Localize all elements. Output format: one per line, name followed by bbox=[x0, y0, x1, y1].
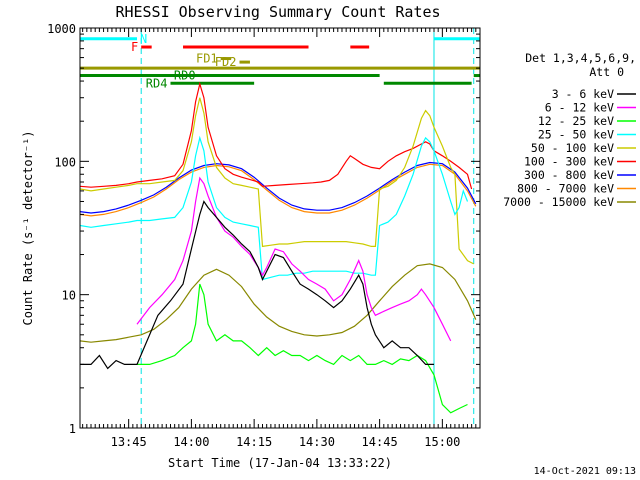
series-50-100keV bbox=[79, 97, 474, 265]
plot-frame bbox=[79, 27, 481, 429]
legend-label: 6 - 12 keV bbox=[545, 101, 614, 115]
legend-label: 3 - 6 keV bbox=[552, 87, 614, 101]
x-tick-label: 15:00 bbox=[424, 435, 460, 449]
x-tick-label: 14:30 bbox=[299, 435, 335, 449]
legend-header-detectors: Det 1,3,4,5,6,9, bbox=[525, 51, 636, 65]
legend-header-attenuator: Att 0 bbox=[589, 65, 624, 79]
legend-label: 7000 - 15000 keV bbox=[503, 195, 614, 209]
legend-label: 50 - 100 keV bbox=[531, 141, 614, 155]
y-tick-label: 1 bbox=[69, 422, 76, 436]
flag-label-rd0: RD0 bbox=[174, 69, 196, 83]
y-tick-label: 10 bbox=[62, 289, 76, 303]
flag-label-fd1: FD1 bbox=[196, 52, 218, 66]
y-tick-label: 100 bbox=[54, 155, 76, 169]
legend-label: 25 - 50 keV bbox=[538, 128, 614, 142]
series-3-6keV bbox=[80, 200, 434, 370]
chart-title: RHESSI Observing Summary Count Rates bbox=[115, 3, 440, 21]
series-6-12keV bbox=[136, 176, 452, 342]
series-800-7000keV bbox=[79, 163, 477, 217]
legend-label: 300 - 800 keV bbox=[524, 168, 614, 182]
flag-label-rd4: RD4 bbox=[146, 76, 168, 90]
flag-label-n: N bbox=[140, 32, 147, 46]
legend-label: 800 - 7000 keV bbox=[517, 182, 614, 196]
flag-label-fd2: FD2 bbox=[215, 55, 237, 69]
series-25-50keV bbox=[79, 135, 469, 281]
flag-label-f: F bbox=[131, 40, 138, 54]
series-12-25keV bbox=[137, 283, 468, 414]
x-tick-label: 13:45 bbox=[111, 435, 147, 449]
x-axis-label: Start Time (17-Jan-04 13:33:22) bbox=[168, 456, 392, 470]
series-300-800keV bbox=[79, 161, 477, 214]
legend-label: 100 - 300 keV bbox=[524, 155, 614, 169]
x-tick-label: 14:15 bbox=[236, 435, 272, 449]
generation-timestamp: 14-Oct-2021 09:13 bbox=[534, 466, 636, 477]
y-tick-label: 1000 bbox=[47, 22, 76, 36]
x-tick-label: 14:00 bbox=[173, 435, 209, 449]
x-tick-label: 14:45 bbox=[362, 435, 398, 449]
y-axis-label: Count Rate (s⁻¹ detector⁻¹) bbox=[21, 130, 35, 325]
y-axis: 1 10 100 1000 bbox=[47, 22, 480, 436]
legend-label: 12 - 25 keV bbox=[538, 114, 614, 128]
series-7000-15000keV bbox=[79, 263, 477, 343]
x-axis: 13:45 14:00 14:15 14:30 14:45 15:00 bbox=[82, 28, 481, 449]
